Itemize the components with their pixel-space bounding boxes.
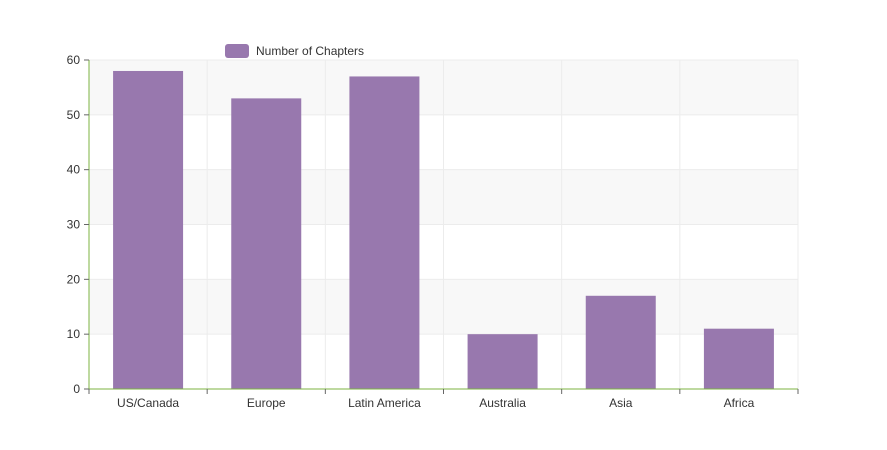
bar[interactable] [349,76,420,389]
legend-swatch[interactable] [225,44,249,58]
legend-label[interactable]: Number of Chapters [256,44,364,58]
bar[interactable] [703,328,774,389]
y-tick-label: 20 [67,272,81,286]
bars [113,70,774,389]
x-tick-label: Latin America [348,396,421,410]
x-tick-label: Asia [609,396,633,410]
bar[interactable] [585,295,656,389]
y-tick-label: 0 [73,382,80,396]
legend[interactable]: Number of Chapters [225,44,364,58]
y-tick-label: 40 [67,163,81,177]
y-tick-label: 10 [67,327,81,341]
x-tick-label: Australia [479,396,526,410]
x-tick-label: US/Canada [117,396,179,410]
axes [84,59,799,394]
x-tick-labels: US/Canada Europe Latin America Australia Asi… [117,396,755,410]
y-tick-label: 30 [67,218,81,232]
bar[interactable] [113,70,184,389]
y-tick-label: 60 [67,53,81,67]
x-tick-label: Africa [724,396,755,410]
bar[interactable] [231,98,302,389]
bar[interactable] [467,334,538,389]
y-tick-labels: 0 10 20 30 40 50 60 [67,53,81,396]
y-tick-label: 50 [67,108,81,122]
x-tick-label: Europe [247,396,286,410]
